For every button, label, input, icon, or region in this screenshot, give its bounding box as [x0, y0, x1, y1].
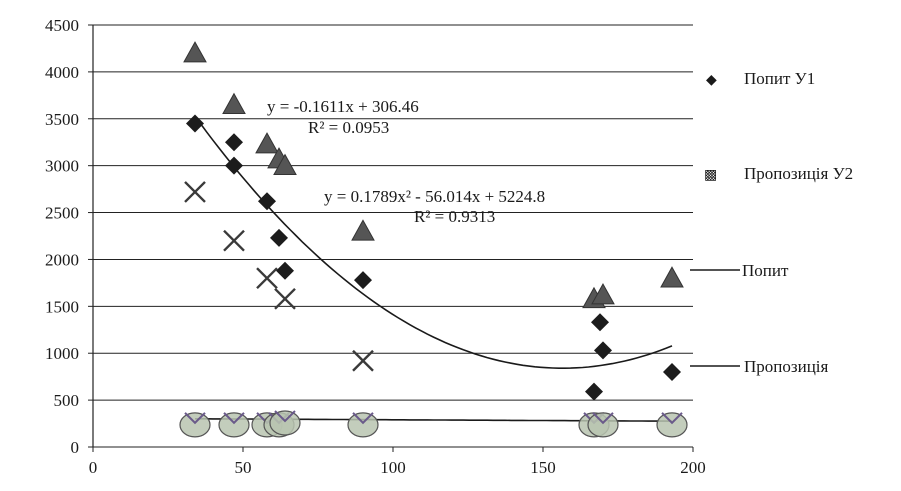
- gridlines: [93, 24, 693, 448]
- y-tick-label: 1000: [45, 344, 79, 363]
- bubble-point: [587, 412, 619, 438]
- legend: ◆ Попит У1 ▩ Пропозиція У2 Попит Пропози…: [690, 69, 853, 376]
- triangle-point: [591, 283, 615, 305]
- linear-r2-label: R² = 0.0953: [308, 118, 389, 137]
- diamond-point: [225, 156, 243, 175]
- diamond-point: [225, 133, 243, 152]
- bubble-point: [656, 412, 688, 438]
- y-tick-label: 3500: [45, 110, 79, 129]
- legend-item-supply-points: ▩ Пропозиція У2: [704, 164, 853, 183]
- diamond-point: [663, 362, 681, 381]
- bubble-point-mark: [352, 412, 374, 425]
- bubble-point: [218, 412, 250, 438]
- diamond-point: [270, 228, 288, 247]
- legend-label-supply-points: Пропозиція У2: [744, 164, 853, 183]
- legend-hatched-square-icon: ▩: [704, 168, 717, 183]
- legend-item-demand-line: Попит: [690, 261, 789, 280]
- legend-diamond-icon: ◆: [706, 73, 717, 88]
- legend-label-demand-line: Попит: [742, 261, 789, 280]
- x-tick-label: 100: [380, 458, 406, 477]
- poly-r2-label: R² = 0.9313: [414, 207, 495, 226]
- x-tick-label: 0: [89, 458, 98, 477]
- cross-point: [223, 229, 245, 252]
- x-tick-label: 200: [680, 458, 706, 477]
- bubble-point-mark: [184, 412, 206, 425]
- y-tick-label: 0: [71, 438, 80, 457]
- y-tick-label: 1500: [45, 297, 79, 316]
- cross-point: [184, 181, 206, 203]
- bubble-point: [179, 412, 211, 438]
- bubble-point-mark: [274, 410, 296, 423]
- y-tick-label: 2500: [45, 204, 79, 223]
- bubble-point-mark: [223, 412, 245, 425]
- x-tick-label: 150: [530, 458, 556, 477]
- trendlines: [194, 115, 673, 422]
- diamond-point: [594, 341, 612, 360]
- bubble-point: [347, 412, 379, 438]
- triangle-point: [660, 266, 684, 288]
- y-tick-label: 3000: [45, 157, 79, 176]
- bubble-point-mark: [661, 412, 683, 425]
- triangle-point: [273, 153, 297, 175]
- legend-label-supply-line: Пропозиція: [744, 357, 829, 376]
- triangle-point: [255, 132, 279, 154]
- cross-point: [274, 287, 296, 310]
- legend-item-demand-points: ◆ Попит У1: [706, 69, 815, 88]
- y-tick-label: 2000: [45, 250, 79, 269]
- axes: 0 500 1000 1500 2000 2500 3000 3500 4000 4500 0 50 1…: [45, 16, 706, 477]
- bubble-point: [269, 410, 301, 436]
- y-tick-label: 4000: [45, 63, 79, 82]
- triangle-point: [183, 41, 207, 63]
- triangle-point: [222, 92, 246, 115]
- y-tick-label: 4500: [45, 16, 79, 35]
- diamond-point: [276, 261, 294, 280]
- bubble-point-mark: [592, 412, 614, 425]
- trendline-polynomial: [194, 115, 673, 369]
- data-points: [179, 41, 688, 438]
- diamond-point: [585, 382, 603, 401]
- legend-item-supply-line: Пропозиція: [690, 357, 829, 376]
- linear-equation-label: y = -0.1611x + 306.46: [267, 97, 419, 116]
- y-tick-label: 500: [54, 391, 80, 410]
- cross-point: [352, 349, 374, 372]
- x-tick-label: 50: [235, 458, 252, 477]
- poly-equation-label: y = 0.1789x² - 56.014x + 5224.8: [324, 187, 545, 206]
- triangle-point: [351, 219, 375, 241]
- annotations: y = -0.1611x + 306.46 R² = 0.0953 y = 0.…: [267, 97, 545, 226]
- diamond-point: [591, 313, 609, 332]
- diamond-point: [354, 271, 372, 290]
- diamond-point: [258, 192, 276, 211]
- diamond-point: [186, 114, 204, 133]
- cross-point: [256, 267, 278, 290]
- legend-label-demand-points: Попит У1: [744, 69, 815, 88]
